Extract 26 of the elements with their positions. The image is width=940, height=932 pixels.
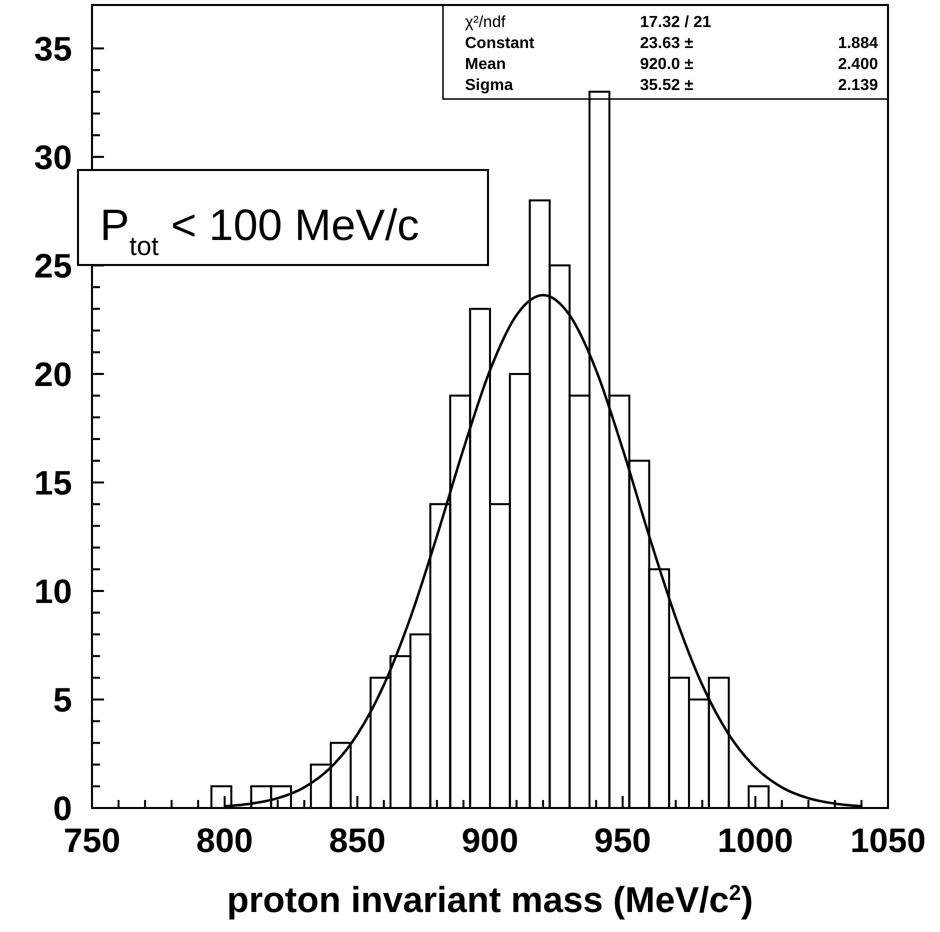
y-tick-label: 30 <box>34 139 72 178</box>
x-tick-label: 900 <box>462 822 518 860</box>
y-tick-label: 25 <box>34 248 72 286</box>
annotation: 2.139 <box>838 77 878 94</box>
annotation: 35.52 ± <box>640 77 694 94</box>
y-tick-label: 35 <box>34 30 72 69</box>
annotation: 23.63 ± <box>640 35 694 52</box>
x-tick-label: 850 <box>328 822 386 860</box>
annotation: Sigma <box>465 77 514 94</box>
x-axis-title: proton invariant mass (MeV/c$^{2}$) <box>226 879 754 920</box>
annotation: 17.32 / 21 <box>640 14 712 31</box>
annotation: χ²/ndf <box>465 14 506 31</box>
x-tick-label: 800 <box>196 822 254 860</box>
x-tick-label: 1000 <box>718 822 794 860</box>
annotation: 920.0 ± <box>640 56 694 73</box>
annotation: 2.400 <box>838 56 878 73</box>
annotation: Constant <box>465 35 535 52</box>
y-tick-label: 5 <box>53 682 72 720</box>
y-tick-label: 10 <box>34 573 72 612</box>
annotation: Mean <box>465 56 506 73</box>
x-tick-label: 1050 <box>850 822 926 860</box>
x-tick-label: 950 <box>594 822 652 860</box>
annotation: P$_{tot}$ < 100 MeV/c <box>100 201 420 261</box>
annotation: 1.884 <box>838 35 878 52</box>
y-tick-label: 20 <box>34 356 72 394</box>
y-tick-label: 15 <box>34 464 72 503</box>
